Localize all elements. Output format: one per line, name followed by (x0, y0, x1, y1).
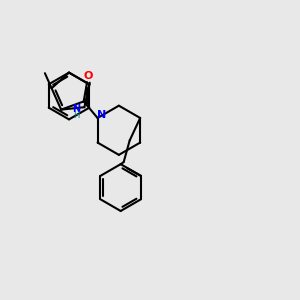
Text: N: N (98, 110, 107, 120)
Text: N: N (72, 104, 80, 114)
Text: O: O (84, 70, 93, 81)
Text: H: H (73, 111, 79, 120)
